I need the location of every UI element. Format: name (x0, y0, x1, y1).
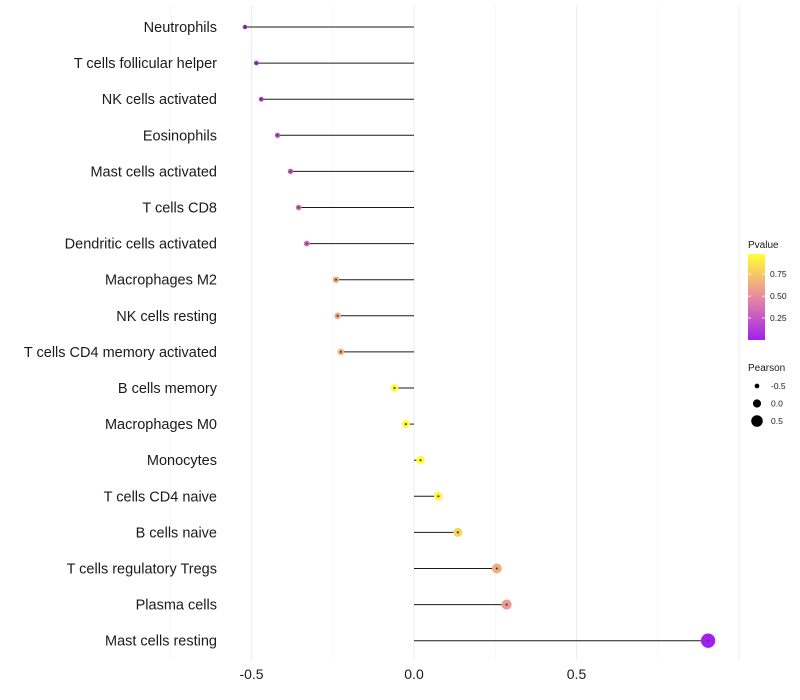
category-label: B cells naive (136, 525, 217, 541)
pearson-size-key (752, 399, 762, 408)
category-label: T cells regulatory Tregs (67, 562, 217, 578)
grid-lines (169, 5, 740, 660)
category-label: Macrophages M0 (105, 417, 217, 433)
data-point-center (495, 567, 498, 570)
category-label: T cells follicular helper (74, 56, 217, 72)
data-point-center (339, 350, 342, 353)
category-label: T cells CD8 (142, 201, 217, 217)
pearson-legend: Pearson -0.5 0.0 0.5 (748, 363, 786, 427)
pearson-size-key (754, 383, 760, 389)
x-tick-label: 0.0 (404, 666, 424, 682)
lollipop-points (242, 24, 716, 648)
category-label: T cells CD4 naive (104, 489, 217, 505)
pearson-legend-title: Pearson (748, 363, 785, 374)
data-point-center (419, 459, 422, 462)
data-point-center (393, 386, 396, 390)
pvalue-tick-label: 0.25 (770, 313, 787, 323)
data-point-center (243, 25, 247, 29)
pvalue-colorbar (748, 254, 765, 340)
pearson-legend-keys: -0.5 0.0 0.5 (751, 381, 786, 427)
pvalue-tick-label: 0.75 (770, 269, 787, 279)
category-label: NK cells activated (102, 92, 217, 108)
data-point-center (505, 603, 508, 606)
category-label: B cells memory (118, 381, 218, 397)
category-label: Neutrophils (144, 20, 217, 36)
data-point-center (276, 134, 279, 137)
data-point-center (305, 242, 308, 245)
pvalue-legend-ticks: 0.25 0.50 0.75 (748, 269, 787, 323)
category-label: T cells CD4 memory activated (24, 345, 217, 361)
pearson-key-label: -0.5 (771, 381, 786, 391)
x-tick-label: -0.5 (239, 666, 263, 682)
category-label: Macrophages M2 (105, 273, 217, 289)
category-label: Dendritic cells activated (65, 237, 217, 253)
pearson-key-label: 0.5 (771, 416, 783, 426)
category-label: Eosinophils (143, 128, 217, 144)
x-axis-ticks: -0.5 0.0 0.5 (239, 666, 586, 682)
category-label: Mast cells activated (90, 164, 217, 180)
category-label: Plasma cells (136, 598, 217, 614)
pvalue-legend-title: Pvalue (748, 240, 779, 251)
lollipop-stems (245, 26, 709, 642)
category-label: Monocytes (147, 453, 217, 469)
data-point-center (289, 170, 292, 173)
data-point-center (437, 495, 440, 498)
data-point-center (404, 423, 407, 426)
data-point-center (707, 639, 710, 642)
category-labels: Neutrophils T cells follicular helper NK c… (24, 20, 218, 650)
pearson-key-label: 0.0 (771, 399, 783, 409)
data-point-center (255, 62, 258, 65)
category-label: NK cells resting (116, 309, 217, 325)
pearson-size-key (751, 415, 763, 427)
data-point-center (456, 531, 459, 534)
pvalue-tick-label: 0.50 (770, 291, 787, 301)
data-point-center (334, 278, 338, 281)
x-tick-label: 0.5 (567, 666, 587, 682)
data-point-center (297, 206, 300, 209)
data-point-center (260, 98, 263, 101)
pvalue-legend: Pvalue 0.25 0.50 0.75 (748, 240, 787, 340)
data-point-center (336, 314, 339, 317)
category-label: Mast cells resting (105, 634, 217, 650)
